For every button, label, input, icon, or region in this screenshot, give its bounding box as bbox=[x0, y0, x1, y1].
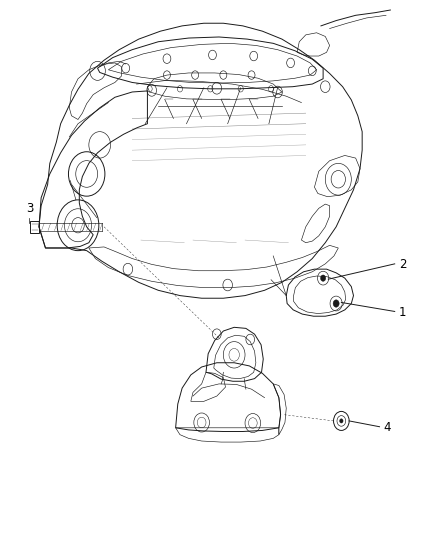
Circle shape bbox=[321, 275, 326, 281]
Circle shape bbox=[333, 300, 339, 307]
Circle shape bbox=[339, 419, 343, 423]
Text: 2: 2 bbox=[399, 259, 406, 271]
Text: 4: 4 bbox=[384, 421, 392, 434]
Text: 3: 3 bbox=[26, 201, 33, 215]
Text: 1: 1 bbox=[399, 306, 406, 319]
